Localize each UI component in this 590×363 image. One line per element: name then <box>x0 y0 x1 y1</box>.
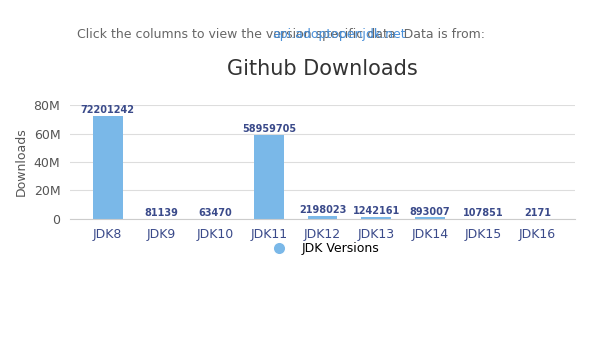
Text: api.adoptopenjdk.net: api.adoptopenjdk.net <box>273 28 406 41</box>
Bar <box>254 135 284 219</box>
Text: 1242161: 1242161 <box>353 206 400 216</box>
Text: 893007: 893007 <box>409 207 450 217</box>
Bar <box>415 217 445 219</box>
Text: 107851: 107851 <box>463 208 504 218</box>
Text: 58959705: 58959705 <box>242 124 296 134</box>
Bar <box>93 116 123 219</box>
Text: 72201242: 72201242 <box>81 105 135 115</box>
Bar <box>362 217 391 219</box>
Text: 2198023: 2198023 <box>299 205 346 215</box>
Legend: JDK Versions: JDK Versions <box>261 237 384 260</box>
Y-axis label: Downloads: Downloads <box>15 127 28 196</box>
Text: 63470: 63470 <box>198 208 232 218</box>
Text: 81139: 81139 <box>145 208 178 218</box>
Title: Github Downloads: Github Downloads <box>227 58 418 78</box>
Text: 2171: 2171 <box>524 208 551 218</box>
Bar <box>308 216 337 219</box>
Text: Click the columns to view the version specific data. Data is from:: Click the columns to view the version sp… <box>77 28 489 41</box>
